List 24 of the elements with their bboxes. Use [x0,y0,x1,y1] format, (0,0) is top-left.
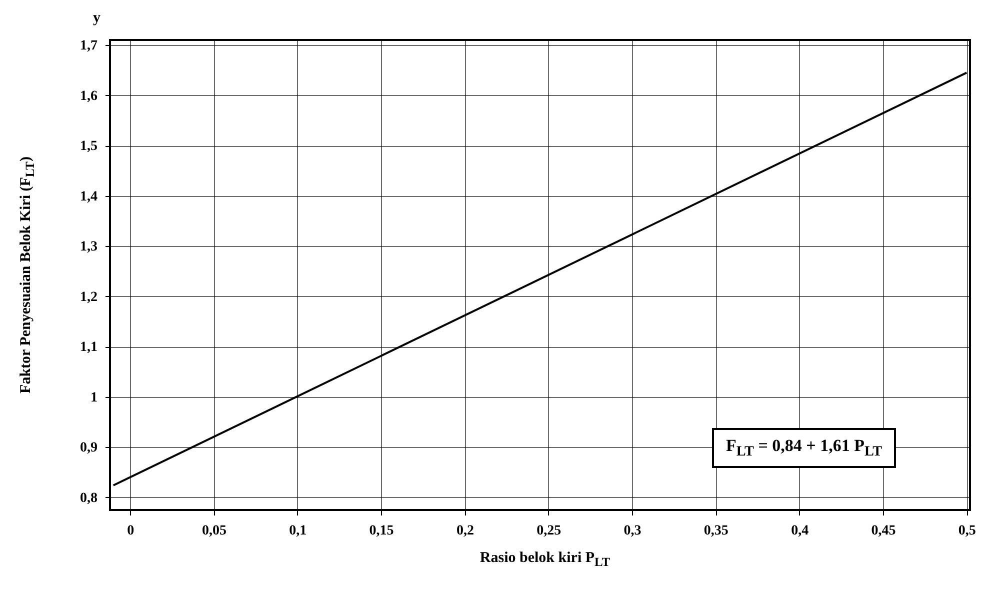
x-tick-label: 0 [127,524,134,538]
x-tick-label: 0,3 [624,524,642,538]
x-tick-label: 0,35 [704,524,728,538]
x-tick-label: 0,5 [958,524,976,538]
x-tick-label: 0,1 [289,524,307,538]
x-axis-title: Rasio belok kiri P$_{LT}$ [480,550,610,570]
x-tick-label: 0,25 [536,524,562,538]
y-tick-label: 0,8 [80,490,98,506]
y-tick-label: 0,9 [80,440,98,456]
x-tick-label: 0,05 [202,524,226,538]
x-tick-label: 0,45 [871,524,896,538]
y-tick-label: 1,1 [80,340,98,356]
y-tick-label: 1,7 [80,38,98,54]
x-tick-label: 0,4 [791,524,809,538]
y-tick-label: 1,2 [80,290,98,305]
y-tick-label: 1 [90,390,98,406]
text: y [93,10,100,27]
y-tick-label: 1,6 [80,88,98,104]
y-tick-label: 1,4 [80,189,98,204]
x-tick-label: 0,15 [369,524,394,538]
y-tick-label: 1,3 [80,240,98,255]
annotation: F$_{LT}$ = 0,84 + 1,61 P$_{LT}$ [712,428,896,468]
x-tick-label: 0,2 [456,524,474,538]
y-tick-label: 1,5 [80,139,98,154]
